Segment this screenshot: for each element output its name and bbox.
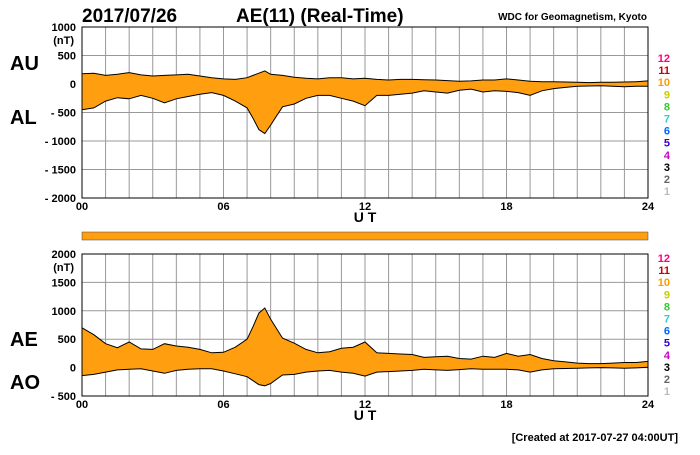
series-line-ao <box>81 366 649 387</box>
legend-number: 1 <box>664 386 670 398</box>
ytick-label: - 1500 <box>45 165 76 177</box>
xtick-label: 06 <box>217 399 229 411</box>
legend-number: 4 <box>664 350 671 362</box>
panel-ae-ao: 2000 1500 1000 500 0 - 500 00 06 12 18 24 (nT) U … <box>10 249 655 423</box>
created-timestamp: [Created at 2017-07-27 04:00UT] <box>512 432 679 444</box>
legend-number: 1 <box>664 186 670 198</box>
ytick-label: 500 <box>58 334 76 346</box>
xtick-label: 18 <box>500 201 512 213</box>
grid-ae-ao <box>82 254 648 396</box>
legend-number: 6 <box>664 126 670 138</box>
legend-number: 3 <box>664 162 670 174</box>
legend-number: 2 <box>664 374 670 386</box>
legend-number: 9 <box>664 89 670 101</box>
legend-number: 5 <box>664 338 670 350</box>
ytick-label: 1500 <box>52 277 76 289</box>
xlabel-ae-ao: U T <box>354 407 377 423</box>
plot-provider: WDC for Geomagnetism, Kyoto <box>498 12 647 23</box>
plot-index-title: AE(11) (Real-Time) <box>236 6 404 27</box>
label-ao: AO <box>10 372 40 394</box>
panel-au-al: 1000 500 0 - 500 - 1000 - 1500 - 2000 00 06 12 18… <box>10 22 655 225</box>
plot-date: 2017/07/26 <box>82 6 177 27</box>
legend-number: 8 <box>664 101 670 113</box>
separator-bar <box>81 231 649 241</box>
xtick-label: 00 <box>76 201 88 213</box>
series-line-au <box>81 70 649 84</box>
yticks-ae-ao: 2000 1500 1000 500 0 - 500 <box>51 249 76 403</box>
ytick-label: - 2000 <box>45 193 76 205</box>
series-line-ae <box>81 307 649 365</box>
xtick-label: 24 <box>642 399 655 411</box>
legend-number: 11 <box>658 265 670 277</box>
legend-number: 11 <box>658 65 670 77</box>
legend-number: 7 <box>664 114 670 126</box>
label-au: AU <box>10 53 39 75</box>
series-line-al <box>81 85 648 135</box>
ytick-label: 0 <box>70 79 76 91</box>
ytick-label: 2000 <box>52 249 76 261</box>
area-fill-ae-ao <box>82 308 648 386</box>
ytick-label: - 500 <box>51 391 76 403</box>
legend-number: 10 <box>658 277 670 289</box>
area-ae-ao <box>81 307 649 387</box>
frame-au-al <box>81 26 649 199</box>
ytick-label: - 1000 <box>45 136 76 148</box>
unit-label-ae-ao: (nT) <box>53 262 74 274</box>
legend-number: 9 <box>664 289 670 301</box>
legend-number: 12 <box>658 53 670 65</box>
area-au-al <box>81 70 649 135</box>
area-fill-au-al <box>82 70 648 134</box>
yticks-au-al: 1000 500 0 - 500 - 1000 - 1500 - 2000 <box>45 22 76 205</box>
grid-au-al <box>82 27 648 198</box>
xtick-label: 12 <box>359 201 371 213</box>
ytick-label: 500 <box>58 51 76 63</box>
xtick-label: 18 <box>500 399 512 411</box>
legend-number: 4 <box>664 150 671 162</box>
frame-ae-ao <box>81 253 649 397</box>
xtick-label: 00 <box>76 399 88 411</box>
label-ae: AE <box>10 329 38 351</box>
xticks-au-al: 00 06 12 18 24 <box>76 201 655 213</box>
xtick-label: 06 <box>217 201 229 213</box>
label-al: AL <box>10 107 37 129</box>
xlabel-au-al: U T <box>354 209 377 225</box>
legend-number: 10 <box>658 77 670 89</box>
ytick-label: 1000 <box>52 306 76 318</box>
xtick-label: 12 <box>359 399 371 411</box>
legend-number: 12 <box>658 253 670 265</box>
legend-number: 5 <box>664 138 670 150</box>
ytick-label: - 500 <box>51 108 76 120</box>
legend-number: 3 <box>664 362 670 374</box>
xtick-label: 24 <box>642 201 655 213</box>
xticks-ae-ao: 00 06 12 18 24 <box>76 399 655 411</box>
ytick-label: 0 <box>70 363 76 375</box>
legend-number: 2 <box>664 174 670 186</box>
legend-number: 7 <box>664 314 670 326</box>
unit-label-au-al: (nT) <box>53 35 74 47</box>
ytick-label: 1000 <box>52 22 76 34</box>
legend-number: 8 <box>664 301 670 313</box>
legend-number: 6 <box>664 326 670 338</box>
